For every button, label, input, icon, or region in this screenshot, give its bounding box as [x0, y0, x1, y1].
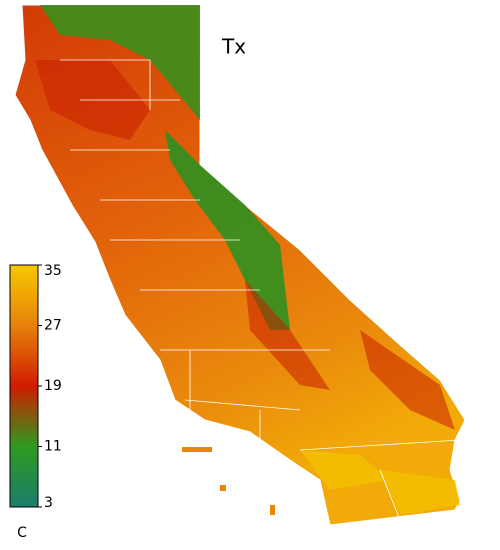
islands [182, 447, 275, 515]
island [220, 485, 226, 491]
california-map [14, 4, 466, 526]
mountain-zone [40, 5, 200, 120]
colorbar-tick-label: 3 [44, 495, 53, 511]
map-title: Tx [221, 35, 246, 59]
colorbar-tick-label: 35 [44, 263, 62, 279]
colorbar-tick-label: 19 [44, 378, 62, 394]
colorbar-tick-label: 11 [44, 439, 62, 455]
county-line [60, 59, 461, 521]
colorbar-unit: C [17, 525, 27, 541]
island [182, 447, 212, 452]
colorbar [9, 264, 39, 508]
desert-hot-zone [300, 450, 460, 515]
sierra-zone [165, 130, 290, 330]
county-lines [60, 59, 461, 521]
red-belt [35, 60, 455, 430]
colorbar-tick-label: 27 [44, 318, 62, 334]
island [270, 505, 275, 515]
